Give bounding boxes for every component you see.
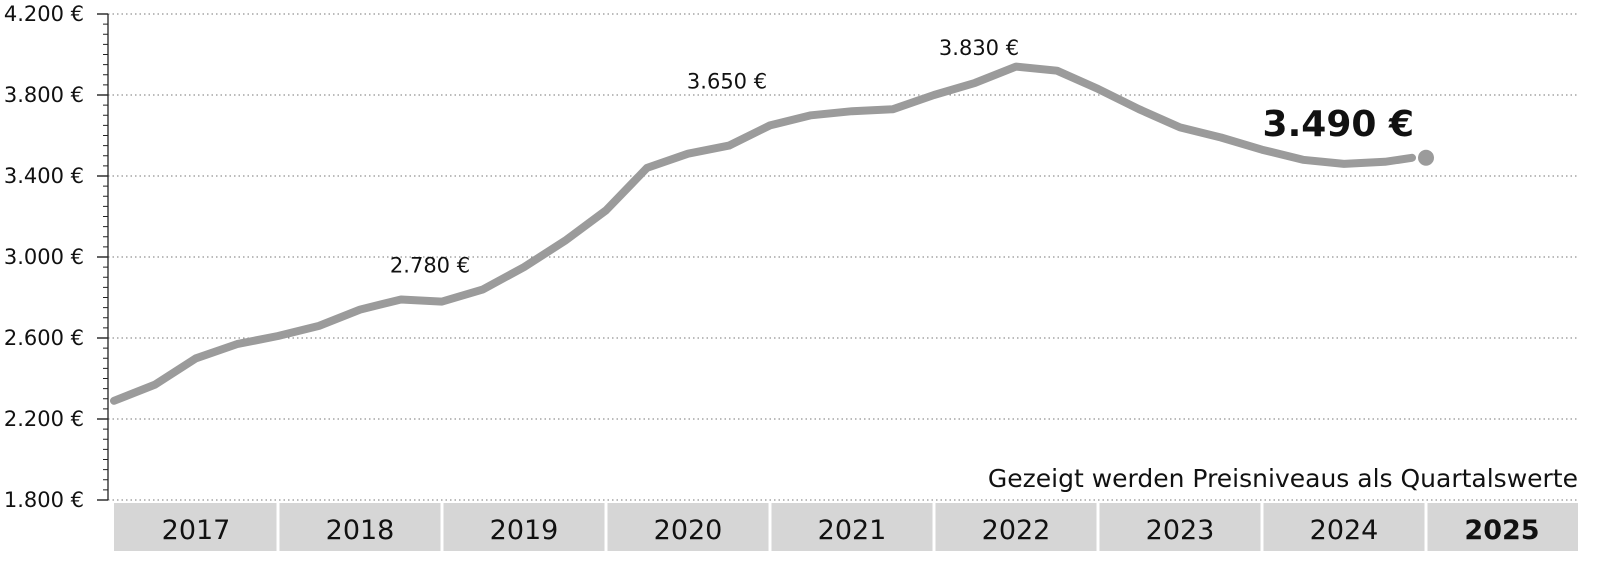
x-tick-label: 2019 (490, 515, 559, 546)
x-tick-label: 2021 (818, 515, 887, 546)
year-cell (1426, 503, 1578, 551)
x-tick-label: 2023 (1146, 515, 1215, 546)
x-tick-label: 2024 (1310, 515, 1379, 546)
y-tick-label: 1.800 € (4, 488, 84, 512)
year-cell (442, 503, 606, 551)
x-axis-year-band: 2017 2018 2019 2020 2021 2022 2023 2024 2025 (114, 503, 1578, 551)
value-annotation: 3.650 € (687, 69, 767, 93)
y-tick-label: 3.400 € (4, 164, 84, 188)
series-group (110, 62, 1434, 405)
y-axis (97, 13, 109, 501)
latest-value-label: 3.490 € (1263, 104, 1414, 145)
x-tick-label: 2017 (162, 515, 231, 546)
y-tick-labels: 1.800 € 2.200 € 2.600 € 3.000 € 3.400 € 3.800… (4, 2, 84, 512)
year-cell (770, 503, 934, 551)
y-tick-label: 3.800 € (4, 83, 84, 107)
year-cell (934, 503, 1098, 551)
year-cell (278, 503, 442, 551)
year-cell (1262, 503, 1426, 551)
y-tick-label: 3.000 € (4, 245, 84, 269)
chart-note: Gezeigt werden Preisniveaus als Quartals… (988, 464, 1578, 493)
series-endpoint (1418, 149, 1434, 166)
year-cell (606, 503, 770, 551)
value-annotation: 3.830 € (939, 36, 1019, 60)
x-tick-label: 2022 (982, 515, 1051, 546)
value-annotation: 2.780 € (390, 254, 470, 278)
x-tick-label: 2020 (654, 515, 723, 546)
series-line (110, 62, 1416, 405)
x-tick-label: 2018 (326, 515, 395, 546)
y-tick-label: 4.200 € (4, 2, 84, 26)
y-tick-label: 2.600 € (4, 326, 84, 350)
year-cell (114, 503, 278, 551)
y-tick-label: 2.200 € (4, 407, 84, 431)
x-tick-label: 2025 (1464, 515, 1539, 546)
data-annotations: 2.780 € 3.650 € 3.830 € 3.490 € (390, 36, 1414, 278)
year-cell (1098, 503, 1262, 551)
gridlines (108, 13, 1578, 501)
